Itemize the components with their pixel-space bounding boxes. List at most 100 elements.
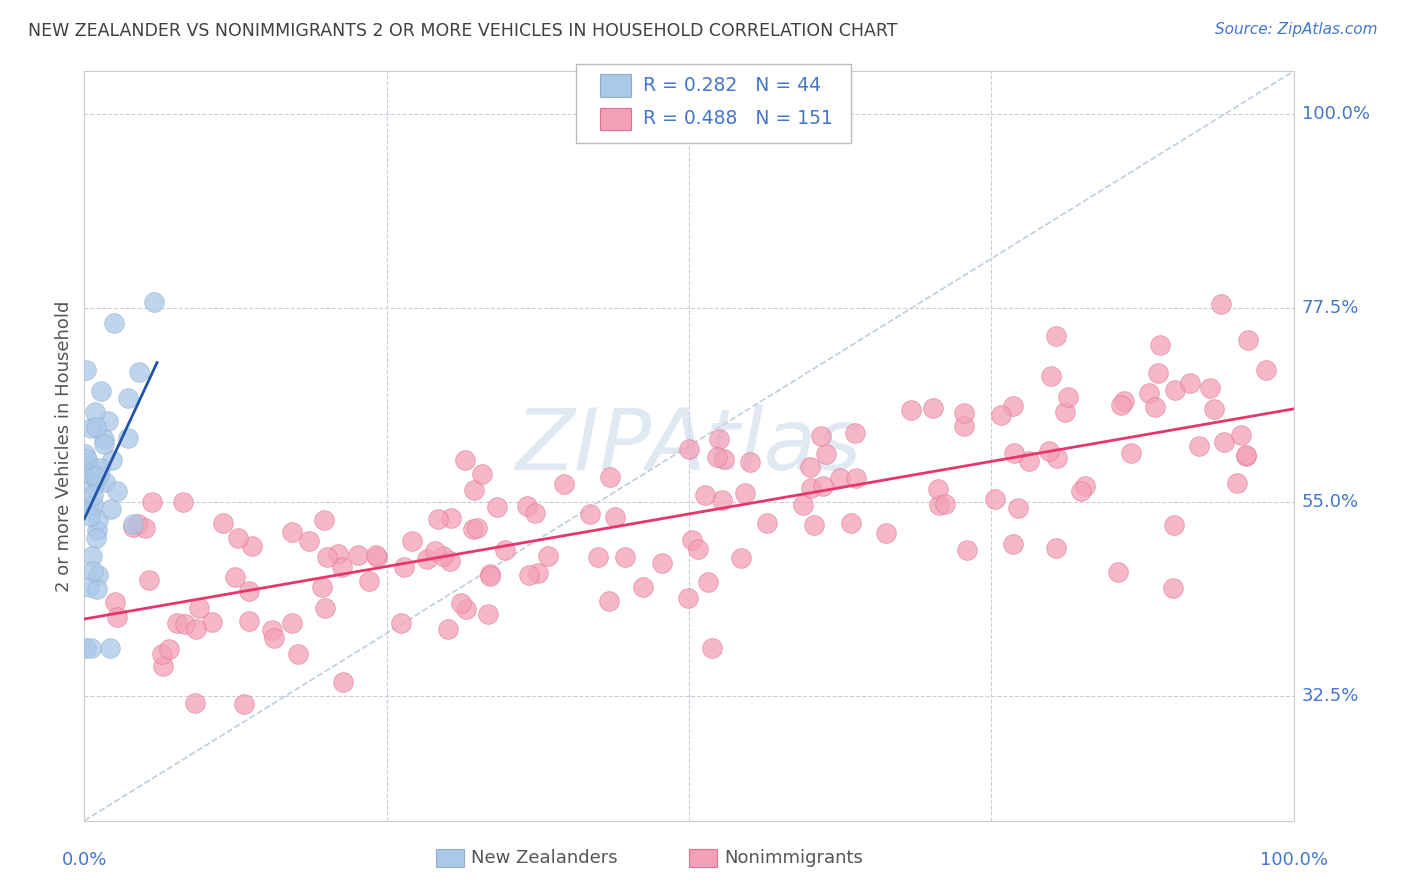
Point [1254, 362, 1277, 376]
Point [815, 447, 838, 461]
Point [605, 510, 627, 524]
Point [1038, 444, 1060, 458]
Point [875, 526, 897, 541]
Point [90, 384, 112, 399]
Text: 77.5%: 77.5% [1302, 299, 1360, 318]
Point [212, 516, 235, 530]
Point [799, 460, 821, 475]
Point [150, 647, 173, 661]
Point [166, 616, 188, 631]
Point [238, 614, 260, 628]
Point [82, 549, 104, 563]
Point [425, 544, 447, 558]
Point [1057, 390, 1080, 404]
Point [263, 631, 285, 645]
Point [84, 404, 107, 418]
Point [80, 641, 103, 656]
Point [700, 640, 723, 655]
Point [346, 548, 368, 562]
Text: Source: ZipAtlas.com: Source: ZipAtlas.com [1215, 22, 1378, 37]
Point [141, 495, 163, 509]
Point [1070, 483, 1092, 498]
Point [1234, 450, 1257, 464]
Point [73, 446, 96, 460]
Point [956, 543, 979, 558]
Point [86, 475, 108, 489]
Point [262, 623, 284, 637]
Point [707, 432, 730, 446]
Point [437, 622, 460, 636]
Point [142, 294, 165, 309]
Point [1045, 328, 1067, 343]
Point [79, 421, 101, 435]
Point [77, 499, 100, 513]
Point [187, 601, 209, 615]
Point [1001, 537, 1024, 551]
Point [537, 549, 560, 563]
Point [470, 467, 492, 482]
Point [844, 426, 866, 441]
Point [734, 486, 756, 500]
Point [1199, 381, 1222, 395]
Point [287, 647, 309, 661]
Point [101, 452, 124, 467]
Point [117, 392, 139, 406]
Point [86, 582, 108, 596]
Point [82, 479, 104, 493]
Point [87, 467, 110, 482]
Point [1164, 383, 1187, 397]
Point [1188, 439, 1211, 453]
Point [93, 437, 115, 451]
Point [121, 520, 143, 534]
Point [297, 533, 319, 548]
Point [1234, 448, 1257, 462]
Y-axis label: 2 or more Vehicles in Household: 2 or more Vehicles in Household [55, 301, 73, 591]
Point [75, 456, 97, 470]
Point [1046, 451, 1069, 466]
Point [450, 596, 472, 610]
Point [1040, 368, 1063, 383]
Point [983, 491, 1005, 506]
Point [357, 574, 380, 588]
Point [478, 569, 501, 583]
Point [990, 408, 1012, 422]
Point [810, 429, 832, 443]
Point [494, 543, 516, 558]
Point [678, 442, 700, 456]
Point [928, 498, 950, 512]
Point [527, 566, 550, 581]
Point [240, 539, 263, 553]
Point [1007, 501, 1029, 516]
Point [579, 507, 602, 521]
Point [479, 566, 502, 581]
Point [75, 641, 97, 656]
Point [100, 501, 122, 516]
Point [598, 594, 620, 608]
Point [1109, 398, 1132, 412]
Point [934, 497, 956, 511]
Point [82, 499, 104, 513]
Point [103, 317, 125, 331]
Point [1018, 453, 1040, 467]
Point [401, 534, 423, 549]
Point [713, 452, 735, 467]
Point [117, 431, 139, 445]
Point [1163, 517, 1185, 532]
Point [1212, 435, 1234, 450]
Point [516, 499, 538, 513]
Point [738, 455, 761, 469]
Point [89, 461, 111, 475]
Point [173, 617, 195, 632]
Point [157, 642, 180, 657]
Point [1107, 565, 1129, 579]
Point [465, 521, 488, 535]
Point [84, 468, 107, 483]
Point [238, 584, 260, 599]
Point [841, 516, 863, 530]
Point [803, 517, 825, 532]
Point [651, 556, 673, 570]
Point [82, 488, 104, 502]
Point [75, 363, 97, 377]
Point [524, 506, 547, 520]
Point [688, 541, 710, 556]
